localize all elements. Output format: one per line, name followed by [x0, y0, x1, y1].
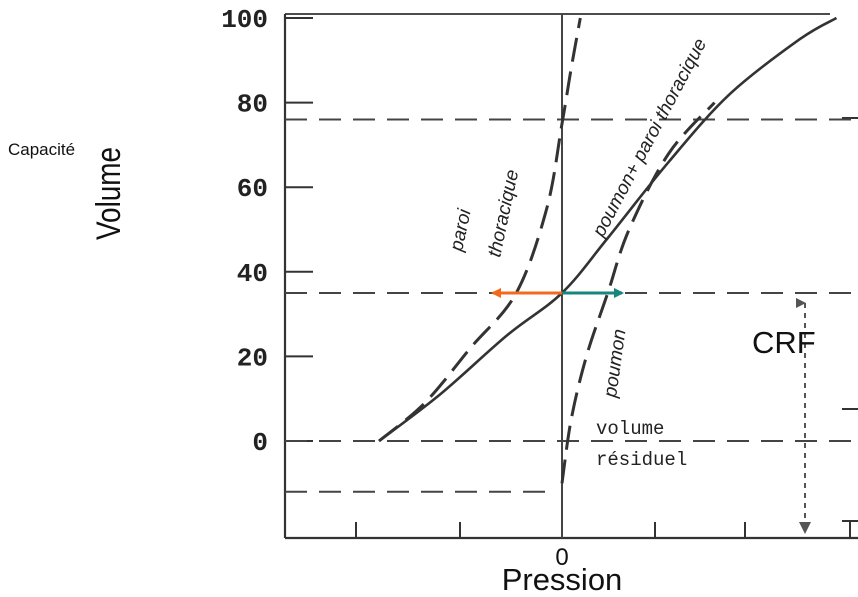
label-crf: CRF — [752, 325, 816, 360]
crf-arrow-head-down — [799, 522, 811, 534]
label-residuel: résiduel — [596, 449, 687, 471]
annotations: paroi thoracique poumon+ paroi thoracique p… — [446, 35, 816, 471]
y-tick-label: 40 — [237, 259, 268, 289]
series-layer — [378, 16, 838, 484]
series-curve-1 — [378, 17, 582, 443]
y-tick-label: 20 — [237, 343, 268, 373]
label-volume: volume — [596, 418, 664, 440]
label-thoracique: thoracique — [484, 168, 523, 259]
series-curve-2 — [378, 16, 838, 443]
label-poumon: poumon — [600, 328, 630, 400]
y-axis-label: Volume — [90, 147, 128, 240]
label-paroi: paroi — [446, 207, 476, 254]
capacite-label: Capacité — [8, 140, 76, 159]
series-curve-3 — [560, 101, 716, 484]
y-tick-label: 80 — [237, 90, 268, 120]
y-tick-label: 0 — [252, 428, 268, 458]
y-tick-label: 100 — [221, 5, 268, 35]
x-axis-label: Pression — [502, 562, 623, 597]
x-tick-label-zero: 0 — [555, 544, 568, 571]
y-tick-label: 60 — [237, 174, 268, 204]
label-poumon-paroi: poumon+ paroi thoracique — [588, 35, 711, 241]
